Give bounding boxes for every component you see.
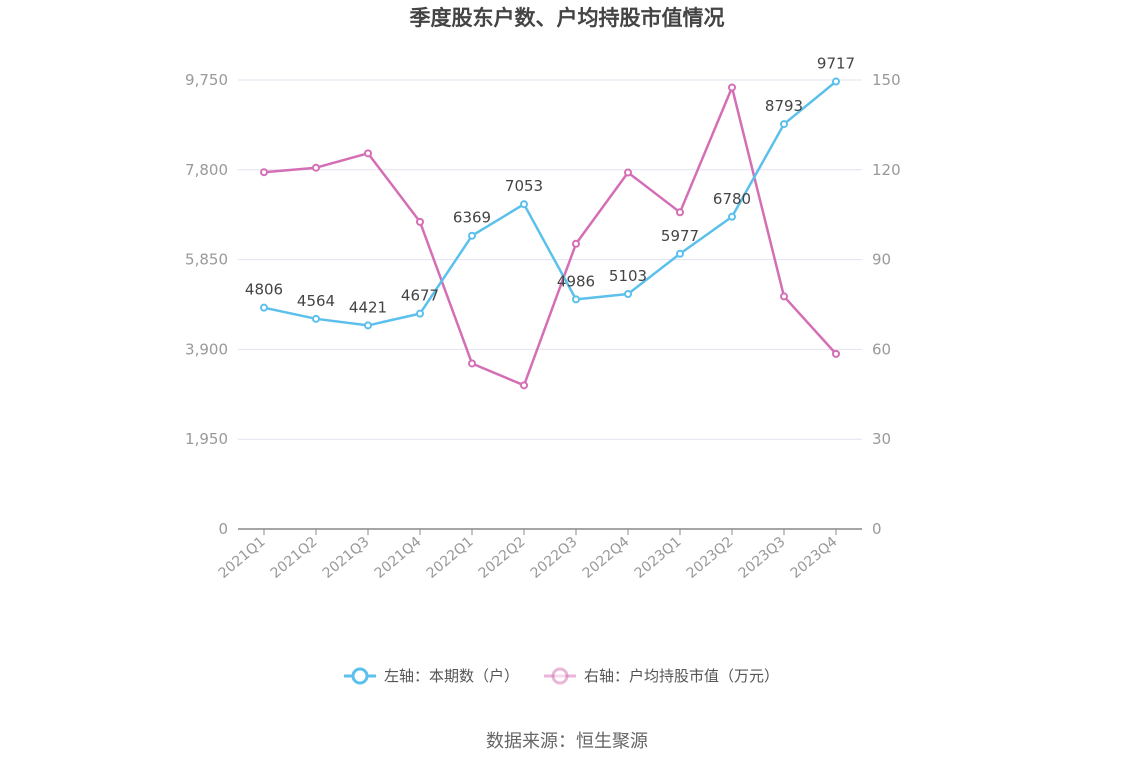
data-label: 5977 bbox=[661, 227, 699, 245]
x-tick-label: 2022Q3 bbox=[528, 534, 581, 582]
legend-item-series-1[interactable]: 左轴：本期数（户） bbox=[344, 667, 519, 685]
data-point-series-1[interactable] bbox=[312, 314, 320, 323]
x-tick-label: 2023Q1 bbox=[632, 534, 685, 582]
data-label: 4806 bbox=[245, 281, 283, 299]
data-point-series-2[interactable] bbox=[572, 239, 580, 248]
x-tick-label: 2023Q4 bbox=[788, 534, 841, 582]
data-point-series-2[interactable] bbox=[312, 163, 320, 172]
data-point-series-1[interactable] bbox=[468, 231, 476, 240]
x-tick-label: 2023Q3 bbox=[736, 534, 789, 582]
data-label: 9717 bbox=[817, 55, 855, 73]
x-tick-label: 2022Q2 bbox=[476, 534, 529, 582]
series-line-2 bbox=[263, 86, 837, 387]
data-label: 4564 bbox=[297, 292, 335, 310]
left-tick-label: 0 bbox=[218, 520, 228, 538]
data-point-series-1[interactable] bbox=[260, 303, 268, 312]
left-tick-label: 7,800 bbox=[185, 161, 228, 179]
data-point-series-1[interactable] bbox=[520, 200, 528, 209]
legend-item-series-2[interactable]: 右轴：户均持股市值（万元） bbox=[544, 667, 779, 685]
data-label: 4421 bbox=[349, 298, 387, 316]
right-tick-label: 0 bbox=[872, 520, 882, 538]
data-point-series-1[interactable] bbox=[416, 309, 424, 318]
data-point-series-1[interactable] bbox=[832, 77, 840, 86]
right-tick-label: 150 bbox=[872, 71, 901, 89]
left-tick-label: 5,850 bbox=[185, 251, 228, 269]
x-tick-label: 2021Q2 bbox=[268, 534, 321, 582]
right-tick-label: 120 bbox=[872, 161, 901, 179]
right-tick-label: 90 bbox=[872, 251, 891, 269]
chart-title: 季度股东户数、户均持股市值情况 bbox=[410, 6, 725, 30]
x-tick-label: 2021Q3 bbox=[320, 534, 373, 582]
x-axis: 2021Q1 2021Q2 2021Q3 2021Q4 2022Q1 2022Q2 2022… bbox=[216, 528, 862, 582]
data-label: 7053 bbox=[505, 177, 543, 195]
data-point-series-1[interactable] bbox=[676, 249, 684, 258]
legend-label-series-2: 右轴：户均持股市值（万元） bbox=[584, 667, 779, 685]
x-tick-label: 2021Q1 bbox=[216, 534, 269, 582]
data-label: 4677 bbox=[401, 287, 439, 305]
source-text: 数据来源：恒生聚源 bbox=[486, 731, 648, 752]
data-point-series-1[interactable] bbox=[728, 212, 736, 221]
left-tick-label: 1,950 bbox=[185, 430, 228, 448]
grid bbox=[238, 79, 862, 440]
data-point-series-2[interactable] bbox=[364, 149, 372, 158]
data-point-series-2[interactable] bbox=[676, 208, 684, 217]
series-line-1 bbox=[263, 80, 837, 327]
data-label: 4986 bbox=[557, 272, 595, 290]
x-tick-label: 2023Q2 bbox=[684, 534, 737, 582]
data-point-series-2[interactable] bbox=[260, 168, 268, 177]
data-point-series-2[interactable] bbox=[780, 292, 788, 301]
x-tick-label: 2022Q4 bbox=[580, 534, 633, 582]
data-point-series-2[interactable] bbox=[728, 83, 736, 92]
right-tick-label: 30 bbox=[872, 430, 891, 448]
data-label: 6369 bbox=[453, 209, 491, 227]
data-label: 5103 bbox=[609, 267, 647, 285]
data-point-series-2[interactable] bbox=[416, 217, 424, 226]
legend-label-series-1: 左轴：本期数（户） bbox=[384, 667, 519, 685]
data-point-series-1[interactable] bbox=[572, 295, 580, 304]
legend-marker-series-1 bbox=[351, 667, 369, 685]
data-point-series-1[interactable] bbox=[364, 321, 372, 330]
data-point-series-1[interactable] bbox=[624, 290, 632, 299]
left-tick-label: 9,750 bbox=[185, 71, 228, 89]
right-tick-label: 60 bbox=[872, 340, 891, 358]
x-tick-label: 2022Q1 bbox=[424, 534, 477, 582]
data-label: 8793 bbox=[765, 97, 803, 115]
data-point-series-2[interactable] bbox=[468, 359, 476, 368]
data-point-series-1[interactable] bbox=[780, 120, 788, 129]
series-group: 4806 4564 4421 4677 6369 7053 4986 5103 5977 6780… bbox=[245, 55, 855, 390]
right-axis: 0 30 60 90 120 150 bbox=[872, 71, 901, 538]
data-label: 6780 bbox=[713, 190, 751, 208]
data-point-series-2[interactable] bbox=[832, 349, 840, 358]
x-tick-label: 2021Q4 bbox=[372, 534, 425, 582]
data-point-series-2[interactable] bbox=[624, 168, 632, 177]
legend: 左轴：本期数（户） 右轴：户均持股市值（万元） bbox=[344, 667, 779, 685]
data-point-series-2[interactable] bbox=[520, 381, 528, 390]
left-tick-label: 3,900 bbox=[185, 340, 228, 358]
legend-marker-series-2 bbox=[551, 667, 569, 685]
left-axis: 0 1,950 3,900 5,850 7,800 9,750 bbox=[185, 71, 228, 538]
